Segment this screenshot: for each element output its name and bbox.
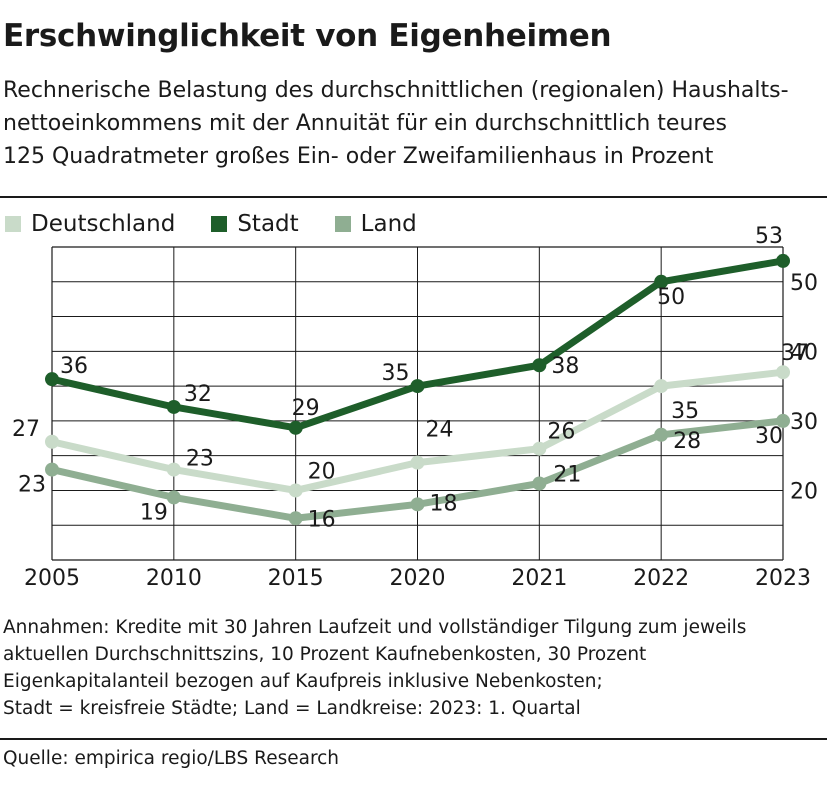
data-point-stadt bbox=[654, 274, 669, 289]
y-tick-label: 50 bbox=[790, 271, 818, 296]
x-tick-label: 2010 bbox=[146, 566, 202, 591]
legend-swatch-stadt bbox=[211, 216, 228, 232]
data-point-deutschland bbox=[654, 379, 669, 394]
note-line: Stadt = kreisfreie Städte; Land = Landkr… bbox=[3, 698, 581, 719]
data-point-stadt bbox=[166, 399, 181, 414]
note-line: aktuellen Durchschnittszins, 10 Prozent … bbox=[3, 644, 647, 665]
data-label-land: 23 bbox=[18, 473, 46, 498]
legend-item-deutschland: Deutschland bbox=[5, 211, 175, 237]
data-label-stadt: 36 bbox=[60, 354, 88, 379]
data-point-stadt bbox=[288, 420, 303, 435]
chart-legend: Deutschland Stadt Land bbox=[5, 208, 453, 240]
data-point-stadt bbox=[45, 372, 59, 387]
legend-label-land: Land bbox=[360, 211, 417, 237]
data-point-stadt bbox=[776, 253, 790, 268]
data-label-deutschland: 35 bbox=[671, 399, 699, 424]
legend-label-deutschland: Deutschland bbox=[31, 211, 176, 237]
data-label-deutschland: 37 bbox=[781, 341, 809, 366]
data-point-deutschland bbox=[776, 365, 790, 380]
x-tick-label: 2023 bbox=[755, 566, 811, 591]
y-tick-label: 30 bbox=[790, 410, 818, 435]
top-divider bbox=[0, 196, 827, 198]
x-tick-label: 2005 bbox=[24, 566, 80, 591]
x-tick-label: 2021 bbox=[511, 566, 567, 591]
data-point-land bbox=[410, 497, 425, 512]
data-point-land bbox=[532, 476, 547, 491]
data-label-stadt: 53 bbox=[755, 224, 783, 249]
chart-title: Erschwinglichkeit von Eigenheimen bbox=[3, 18, 612, 54]
x-tick-label: 2022 bbox=[633, 566, 689, 591]
data-point-land bbox=[45, 462, 59, 477]
y-tick-label: 20 bbox=[790, 479, 818, 504]
note-line: Annahmen: Kredite mit 30 Jahren Laufzeit… bbox=[3, 617, 747, 638]
bottom-divider bbox=[0, 738, 827, 740]
data-point-deutschland bbox=[166, 462, 181, 477]
y-tick-label: 40 bbox=[790, 340, 818, 365]
data-label-deutschland: 24 bbox=[426, 418, 454, 443]
data-label-land: 30 bbox=[755, 424, 783, 449]
assumptions-note: Annahmen: Kredite mit 30 Jahren Laufzeit… bbox=[3, 614, 746, 722]
x-tick-label: 2015 bbox=[268, 566, 324, 591]
source-note: Quelle: empirica regio/LBS Research bbox=[3, 748, 340, 769]
data-label-deutschland: 23 bbox=[186, 447, 214, 472]
subtitle-line: Rechnerische Belastung des durchschnittl… bbox=[3, 78, 789, 103]
chart-subtitle: Rechnerische Belastung des durchschnittl… bbox=[3, 74, 825, 173]
data-point-stadt bbox=[410, 379, 425, 394]
data-label-stadt: 38 bbox=[551, 354, 579, 379]
data-label-land: 16 bbox=[308, 507, 336, 532]
x-tick-label: 2020 bbox=[390, 566, 446, 591]
data-point-deutschland bbox=[288, 483, 303, 498]
data-point-deutschland bbox=[532, 441, 547, 456]
data-label-land: 18 bbox=[430, 491, 458, 516]
data-label-stadt: 35 bbox=[382, 361, 410, 386]
legend-swatch-land bbox=[334, 216, 351, 232]
data-point-deutschland bbox=[45, 434, 59, 449]
data-point-land bbox=[654, 427, 669, 442]
data-label-deutschland: 20 bbox=[308, 459, 336, 484]
data-label-land: 19 bbox=[140, 500, 168, 525]
data-point-land bbox=[288, 511, 303, 526]
data-point-deutschland bbox=[410, 455, 425, 470]
data-label-deutschland: 26 bbox=[547, 420, 575, 445]
data-label-land: 28 bbox=[673, 429, 701, 454]
data-point-land bbox=[776, 413, 790, 428]
legend-item-land: Land bbox=[334, 211, 417, 237]
data-label-deutschland: 27 bbox=[12, 417, 40, 442]
legend-label-stadt: Stadt bbox=[237, 211, 299, 237]
subtitle-line: 125 Quadratmeter großes Ein- oder Zweifa… bbox=[3, 144, 714, 169]
subtitle-line: nettoeinkommens mit der Annuität für ein… bbox=[3, 111, 727, 136]
data-label-stadt: 32 bbox=[184, 382, 212, 407]
data-label-land: 21 bbox=[553, 462, 581, 487]
legend-swatch-deutschland bbox=[5, 216, 21, 232]
data-label-stadt: 29 bbox=[292, 396, 320, 421]
data-label-stadt: 50 bbox=[657, 285, 685, 310]
data-point-stadt bbox=[532, 358, 547, 373]
note-line: Eigenkapitalanteil bezogen auf Kaufpreis… bbox=[3, 671, 603, 692]
data-point-land bbox=[166, 490, 181, 505]
legend-item-stadt: Stadt bbox=[211, 211, 299, 237]
